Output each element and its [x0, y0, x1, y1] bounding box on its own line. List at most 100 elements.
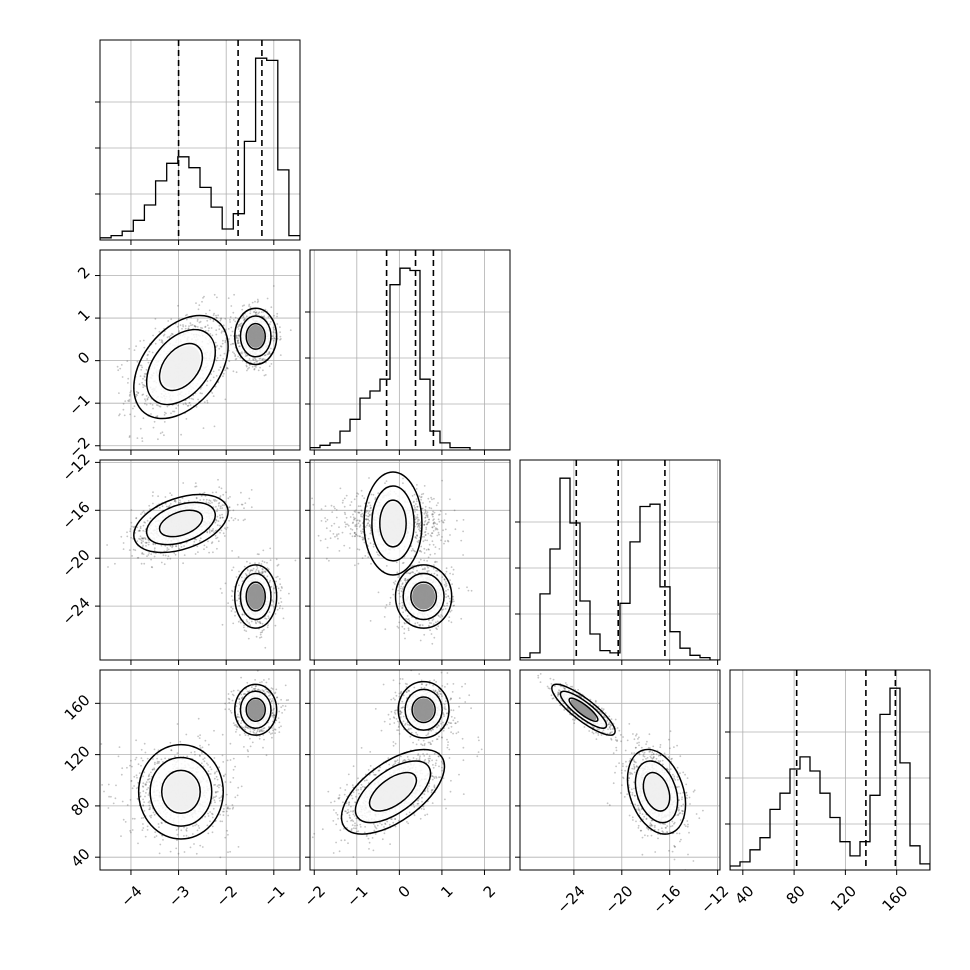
scatter-point	[182, 403, 185, 406]
scatter-point	[447, 595, 450, 598]
scatter-point	[453, 604, 455, 607]
scatter-point	[353, 532, 356, 534]
scatter-point	[151, 351, 154, 354]
scatter-point	[336, 535, 338, 537]
scatter-point	[175, 829, 178, 831]
scatter-point	[245, 619, 248, 621]
scatter-point	[178, 502, 180, 504]
scatter-point	[244, 573, 247, 575]
scatter-point	[157, 438, 159, 441]
scatter-point	[183, 835, 185, 837]
scatter-point	[217, 478, 219, 481]
scatter-point	[230, 517, 233, 519]
scatter-point	[243, 507, 245, 510]
scatter-point	[144, 537, 147, 540]
scatter-point	[226, 366, 229, 369]
scatter-point	[140, 817, 143, 819]
scatter-point	[294, 559, 297, 562]
scatter-point	[152, 758, 154, 760]
histogram-panel-0	[95, 39, 301, 245]
scatter-point	[124, 400, 127, 402]
scatter-point	[227, 807, 230, 810]
scatter-point	[352, 513, 354, 516]
scatter-point	[267, 353, 270, 355]
scatter-point	[432, 515, 434, 518]
scatter-point	[424, 539, 427, 541]
scatter-point	[141, 537, 144, 540]
scatter-point	[434, 527, 437, 529]
scatter-point	[235, 334, 238, 337]
scatter-point	[170, 749, 173, 752]
scatter-point	[253, 311, 256, 313]
scatter-point	[149, 815, 151, 817]
scatter-point	[146, 825, 149, 828]
scatter-point	[413, 493, 416, 496]
scatter-point	[423, 524, 425, 526]
scatter-point	[445, 593, 447, 595]
scatter-point	[250, 620, 253, 623]
scatter-point	[132, 407, 134, 410]
scatter-point	[456, 519, 458, 522]
scatter-point	[238, 570, 240, 573]
scatter-point	[235, 334, 238, 337]
scatter-point	[151, 566, 154, 569]
scatter-point	[337, 533, 340, 535]
scatter-point	[152, 543, 155, 546]
scatter-point	[268, 611, 271, 613]
scatter-point	[211, 812, 213, 815]
scatter-point	[343, 497, 346, 500]
scatter-point	[174, 755, 176, 758]
scatter-point	[147, 539, 150, 542]
scatter-point	[274, 624, 277, 627]
scatter-point	[241, 352, 243, 355]
panel-frame	[309, 249, 511, 451]
scatter-point	[440, 519, 443, 522]
scatter-point	[203, 401, 206, 403]
scatter-point	[410, 549, 413, 552]
scatter-point	[224, 773, 227, 776]
scatter-point	[230, 326, 233, 329]
scatter-point	[162, 554, 165, 557]
scatter-point	[462, 554, 464, 556]
scatter-point	[173, 499, 176, 502]
scatter-point	[224, 398, 227, 401]
scatter-point	[368, 477, 370, 479]
scatter-point	[143, 376, 146, 378]
scatter-point	[210, 529, 213, 532]
scatter-point	[432, 618, 435, 620]
scatter-point	[164, 496, 167, 498]
scatter-point	[221, 733, 224, 736]
scatter-point	[200, 495, 203, 497]
scatter-point	[142, 790, 145, 793]
scatter-point	[372, 493, 375, 496]
scatter-point	[361, 530, 364, 533]
scatter-point	[244, 355, 247, 357]
scatter-point	[215, 329, 218, 332]
scatter-point	[121, 800, 124, 803]
scatter-point	[207, 770, 210, 773]
scatter-point	[372, 543, 375, 546]
scatter-point	[241, 305, 244, 307]
scatter-point	[345, 516, 348, 519]
scatter-point	[441, 479, 443, 482]
scatter-point	[231, 330, 234, 333]
scatter-point	[345, 523, 347, 526]
scatter-point	[404, 579, 407, 582]
scatter-point	[438, 548, 441, 550]
scatter-point	[366, 524, 368, 527]
scatter-point	[266, 561, 268, 564]
scatter-point	[145, 792, 147, 794]
scatter-point	[343, 544, 346, 547]
scatter-point	[227, 851, 229, 854]
scatter-point	[398, 602, 401, 605]
scatter-point	[234, 358, 237, 361]
scatter-point	[444, 513, 447, 515]
scatter-point	[137, 556, 140, 559]
contour-line	[363, 471, 423, 576]
scatter-point	[423, 559, 426, 562]
scatter-point	[243, 319, 245, 322]
scatter-point	[142, 339, 145, 342]
contour-line	[239, 315, 272, 358]
scatter-point	[147, 554, 150, 556]
scatter-point	[365, 514, 367, 517]
